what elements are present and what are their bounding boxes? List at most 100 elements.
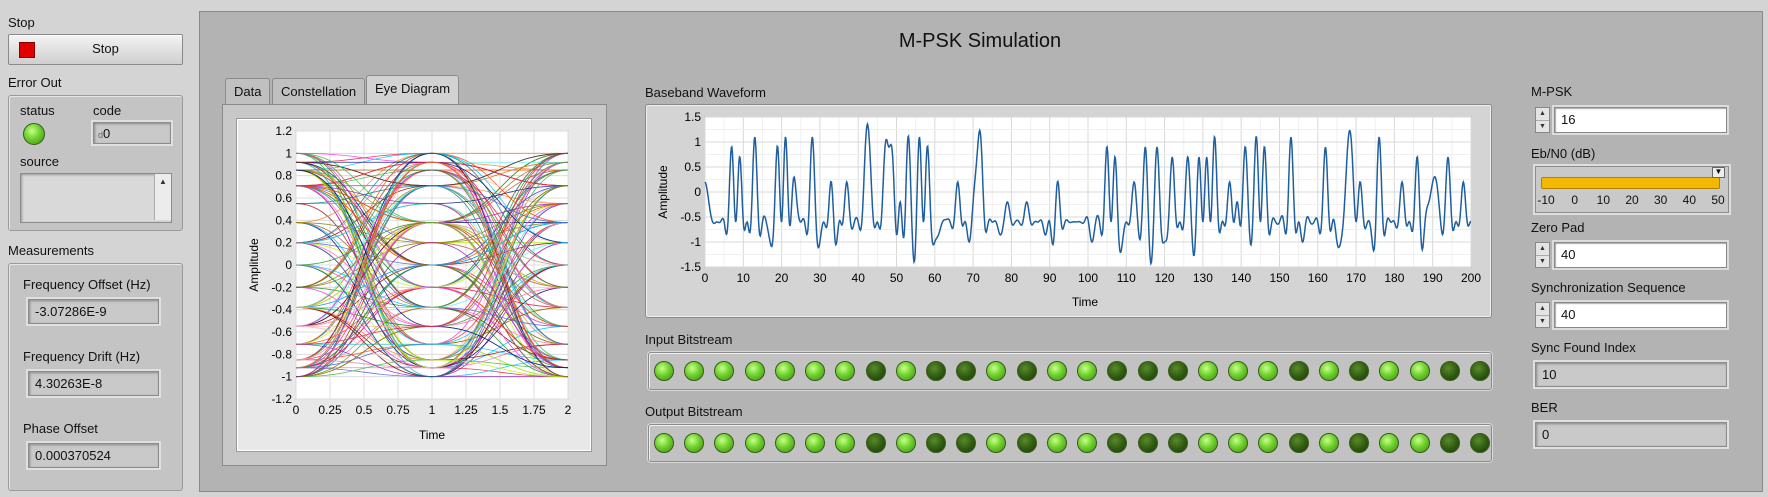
eye-y-tick-label: 1 bbox=[285, 146, 292, 160]
freq-drift-indicator: 4.30263E-8 bbox=[28, 371, 159, 396]
baseband-x-tick-label: 150 bbox=[1269, 271, 1289, 285]
ebn0-slider[interactable]: ▼ -10 0 10 20 30 40 50 bbox=[1535, 166, 1729, 213]
eye-trace bbox=[295, 242, 569, 378]
eye-trace bbox=[295, 152, 569, 361]
eye-trace bbox=[295, 152, 569, 378]
baseband-y-axis-label: Amplitude bbox=[656, 165, 670, 219]
increment-icon[interactable]: ▲ bbox=[1536, 108, 1549, 121]
code-label: code bbox=[93, 103, 122, 118]
decrement-icon[interactable]: ▼ bbox=[1539, 318, 1546, 325]
bit-led bbox=[1016, 361, 1037, 381]
eye-trace bbox=[295, 185, 569, 369]
status-label: status bbox=[20, 103, 55, 118]
bit-led bbox=[926, 361, 946, 381]
stop-button[interactable]: Stop bbox=[8, 34, 183, 65]
bit-led bbox=[895, 361, 916, 381]
bit-led bbox=[1137, 361, 1158, 381]
stop-button-label: Stop bbox=[92, 41, 119, 56]
source-field[interactable]: ▲ bbox=[20, 173, 172, 223]
eye-y-tick-label: 1.2 bbox=[275, 124, 292, 138]
error-out-label: Error Out bbox=[8, 75, 62, 90]
bit-led bbox=[774, 361, 795, 381]
eye-y-tick-label: -0.2 bbox=[271, 280, 292, 294]
eye-trace bbox=[295, 169, 569, 369]
decrement-icon[interactable]: ▼ bbox=[1539, 123, 1546, 130]
eye-y-tick-label: -0.6 bbox=[271, 325, 292, 339]
ebn0-tick-label: 0 bbox=[1571, 193, 1578, 207]
baseband-x-tick-label: 110 bbox=[1117, 271, 1136, 285]
tab-constellation[interactable]: Constellation bbox=[272, 78, 366, 105]
zero-pad-input[interactable]: 40 bbox=[1554, 242, 1727, 268]
baseband-waveform bbox=[704, 121, 1472, 267]
bit-led bbox=[956, 433, 977, 453]
eye-y-tick-label: -0.8 bbox=[271, 347, 292, 361]
bit-led bbox=[1107, 361, 1128, 381]
input-bitstream-label: Input Bitstream bbox=[645, 332, 733, 347]
decrement-icon[interactable]: ▼ bbox=[1539, 258, 1546, 265]
mpsk-input[interactable]: 16 bbox=[1554, 107, 1727, 133]
eye-x-tick-label: 0.5 bbox=[356, 403, 373, 417]
baseband-y-tick-label: -1.5 bbox=[680, 260, 701, 274]
source-scrollbar[interactable]: ▲ bbox=[154, 174, 171, 220]
bit-led bbox=[1167, 433, 1188, 453]
stop-label: Stop bbox=[8, 15, 35, 30]
code-value: 0 bbox=[103, 126, 111, 141]
increment-icon[interactable]: ▲ bbox=[1536, 303, 1549, 316]
eye-y-tick-label: 0.4 bbox=[275, 213, 292, 227]
bit-led bbox=[714, 361, 735, 381]
tab-data[interactable]: Data bbox=[225, 78, 271, 105]
bit-led bbox=[744, 433, 765, 453]
ebn0-tick-label: 50 bbox=[1711, 193, 1725, 207]
scroll-up-icon[interactable]: ▲ bbox=[159, 177, 167, 186]
baseband-x-tick-label: 160 bbox=[1308, 271, 1328, 285]
bit-led bbox=[1349, 433, 1370, 453]
baseband-x-tick-label: 180 bbox=[1384, 271, 1404, 285]
eye-trace bbox=[295, 222, 569, 369]
bit-led bbox=[1439, 361, 1460, 381]
bit-led bbox=[1198, 361, 1218, 381]
bit-led bbox=[1349, 361, 1370, 381]
baseband-x-tick-label: 80 bbox=[1005, 271, 1019, 285]
bit-led bbox=[1228, 361, 1249, 381]
sync-seq-spinner[interactable]: ▲ ▼ bbox=[1535, 302, 1550, 328]
bit-led bbox=[865, 433, 886, 453]
bit-led bbox=[835, 433, 856, 453]
increment-icon[interactable]: ▲ bbox=[1536, 243, 1549, 256]
eye-x-tick-label: 0.75 bbox=[386, 403, 410, 417]
tab-eye-diagram[interactable]: Eye Diagram bbox=[366, 75, 460, 106]
ebn0-slider-thumb[interactable]: ▼ bbox=[1712, 167, 1725, 178]
bit-led bbox=[684, 433, 705, 453]
zero-pad-spinner[interactable]: ▲ ▼ bbox=[1535, 242, 1550, 268]
baseband-x-tick-label: 170 bbox=[1346, 271, 1366, 285]
bit-led bbox=[714, 433, 735, 453]
stop-icon bbox=[19, 42, 35, 58]
baseband-x-tick-label: 60 bbox=[928, 271, 942, 285]
baseband-x-tick-label: 30 bbox=[813, 271, 827, 285]
sync-found-label: Sync Found Index bbox=[1531, 340, 1636, 355]
bit-led bbox=[835, 361, 856, 381]
eye-y-tick-label: -1.2 bbox=[271, 392, 292, 406]
output-bitstream-label: Output Bitstream bbox=[645, 404, 743, 419]
ebn0-tick-label: 10 bbox=[1596, 193, 1611, 207]
bit-led bbox=[1318, 433, 1339, 453]
eye-x-ticks: 0 0.25 0.5 0.75 1 1.25 1.5 1.75 2 bbox=[293, 403, 572, 417]
ebn0-tick-label: -10 bbox=[1537, 193, 1555, 207]
eye-x-tick-label: 0.25 bbox=[318, 403, 342, 417]
baseband-x-axis-label: Time bbox=[1072, 295, 1099, 309]
sync-seq-input[interactable]: 40 bbox=[1554, 302, 1727, 328]
input-bitstream bbox=[648, 352, 1492, 390]
baseband-x-tick-label: 130 bbox=[1193, 271, 1213, 285]
mpsk-spinner[interactable]: ▲ ▼ bbox=[1535, 107, 1550, 133]
eye-trace bbox=[295, 169, 569, 361]
bit-led bbox=[1046, 433, 1067, 453]
eye-trace bbox=[295, 185, 569, 327]
baseband-x-ticks: 0 10 20 30 40 50 60 70 80 90 100 110 120 130 140 150 160… bbox=[702, 271, 1482, 285]
eye-y-ticks: 1.2 1 0.8 0.6 0.4 0.2 0 -0.2 -0.4 -0.6 -0.8 -1 -1.2 bbox=[271, 124, 292, 406]
measurements-label: Measurements bbox=[8, 243, 94, 258]
bit-led bbox=[654, 361, 674, 381]
baseband-x-tick-label: 90 bbox=[1043, 271, 1057, 285]
bit-led bbox=[1258, 361, 1279, 381]
eye-x-tick-label: 2 bbox=[565, 403, 572, 417]
bit-led bbox=[1409, 433, 1430, 453]
baseband-y-tick-label: 0 bbox=[694, 185, 701, 199]
